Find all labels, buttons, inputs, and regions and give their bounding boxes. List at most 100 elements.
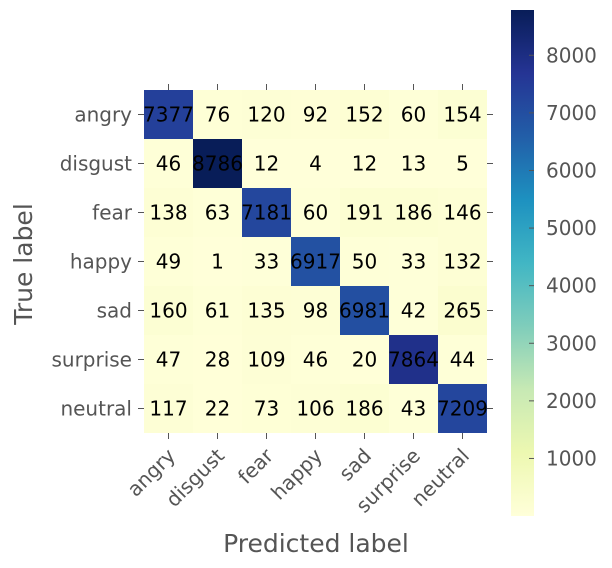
heatmap-cell bbox=[144, 384, 193, 433]
colorbar-tick-label: 5000 bbox=[546, 216, 597, 240]
cell-value-label: 7864 bbox=[388, 348, 439, 372]
cell-value-label: 60 bbox=[401, 103, 426, 127]
x-axis-label: Predicted label bbox=[223, 529, 409, 558]
cell-value-label: 46 bbox=[156, 152, 181, 176]
cell-value-label: 117 bbox=[149, 397, 187, 421]
heatmap-cell bbox=[144, 90, 193, 139]
heatmap-cell bbox=[389, 237, 438, 286]
heatmap-cell bbox=[340, 139, 389, 188]
cell-value-label: 6917 bbox=[290, 250, 341, 274]
y-tick-label: happy bbox=[70, 250, 132, 274]
cell-value-label: 13 bbox=[401, 152, 426, 176]
heatmap-cell bbox=[242, 237, 291, 286]
y-axis-label: True label bbox=[9, 203, 38, 326]
colorbar: 1000 2000 3000 4000 5000 6000 7000 8000 bbox=[511, 10, 597, 516]
y-tick-label: disgust bbox=[60, 152, 132, 176]
cell-value-label: 33 bbox=[401, 250, 426, 274]
cell-value-label: 146 bbox=[443, 201, 481, 225]
cell-value-label: 154 bbox=[443, 103, 481, 127]
cell-value-label: 5 bbox=[456, 152, 469, 176]
heatmap-cell bbox=[438, 139, 487, 188]
cell-value-label: 135 bbox=[247, 299, 285, 323]
heatmap-cell bbox=[291, 384, 340, 433]
cell-value-label: 1 bbox=[211, 250, 224, 274]
heatmap-cell bbox=[291, 237, 340, 286]
heatmap-cell bbox=[291, 286, 340, 335]
x-tick-label: happy bbox=[266, 443, 327, 504]
heatmap-cell bbox=[340, 286, 389, 335]
cell-value-label: 60 bbox=[303, 201, 328, 225]
colorbar-tick-label: 8000 bbox=[546, 43, 597, 67]
cell-value-label: 61 bbox=[205, 299, 230, 323]
heatmap-cell bbox=[193, 139, 242, 188]
heatmap-cell bbox=[242, 90, 291, 139]
heatmap-cell bbox=[340, 237, 389, 286]
heatmap-cell bbox=[193, 188, 242, 237]
cell-value-label: 92 bbox=[303, 103, 328, 127]
heatmap-cell bbox=[438, 188, 487, 237]
heatmap-cell bbox=[438, 384, 487, 433]
heatmap-cell bbox=[340, 188, 389, 237]
heatmap-cell bbox=[291, 139, 340, 188]
colorbar-tick-label: 7000 bbox=[546, 101, 597, 125]
cell-value-label: 106 bbox=[296, 397, 334, 421]
cell-value-label: 265 bbox=[443, 299, 481, 323]
heatmap-cell bbox=[291, 335, 340, 384]
y-tick-label: fear bbox=[92, 201, 133, 225]
cell-value-label: 73 bbox=[254, 397, 279, 421]
heatmap-cell bbox=[242, 384, 291, 433]
heatmap-cell bbox=[144, 335, 193, 384]
heatmap-cell bbox=[438, 237, 487, 286]
heatmap-cell bbox=[389, 90, 438, 139]
cell-value-label: 7181 bbox=[241, 201, 292, 225]
cell-value-label: 22 bbox=[205, 397, 230, 421]
heatmap-cell bbox=[242, 286, 291, 335]
cell-value-label: 7209 bbox=[437, 397, 488, 421]
heatmap-cell bbox=[291, 90, 340, 139]
heatmap-cell bbox=[193, 286, 242, 335]
cell-value-label: 46 bbox=[303, 348, 328, 372]
colorbar-tick-label: 4000 bbox=[546, 274, 597, 298]
cell-value-label: 186 bbox=[345, 397, 383, 421]
cell-value-label: 20 bbox=[352, 348, 377, 372]
y-tick-label: surprise bbox=[51, 348, 132, 372]
heatmap-cell bbox=[193, 237, 242, 286]
heatmap-cell bbox=[193, 384, 242, 433]
x-tick-label: sad bbox=[334, 444, 376, 486]
cell-value-label: 63 bbox=[205, 201, 230, 225]
heatmap-cell bbox=[144, 237, 193, 286]
heatmap-cells bbox=[144, 90, 487, 433]
heatmap-cell bbox=[242, 139, 291, 188]
cell-value-label: 152 bbox=[345, 103, 383, 127]
cell-value-label: 50 bbox=[352, 250, 377, 274]
heatmap-cell bbox=[144, 286, 193, 335]
cell-value-label: 98 bbox=[303, 299, 328, 323]
y-tick-labels: angry disgust fear happy sad surprise neutral bbox=[51, 103, 132, 421]
heatmap-cell bbox=[389, 188, 438, 237]
cell-value-label: 42 bbox=[401, 299, 426, 323]
cell-value-label: 132 bbox=[443, 250, 481, 274]
cell-value-label: 109 bbox=[247, 348, 285, 372]
cell-value-label: 47 bbox=[156, 348, 181, 372]
colorbar-tick-label: 1000 bbox=[546, 446, 597, 470]
y-tick-label: angry bbox=[74, 103, 132, 127]
heatmap-cell bbox=[438, 286, 487, 335]
colorbar-tick-label: 3000 bbox=[546, 331, 597, 355]
colorbar-tick-label: 6000 bbox=[546, 158, 597, 182]
heatmap-cell bbox=[389, 335, 438, 384]
heatmap-cell bbox=[242, 188, 291, 237]
cell-value-label: 76 bbox=[205, 103, 230, 127]
cell-value-label: 4 bbox=[309, 152, 322, 176]
cell-value-label: 12 bbox=[352, 152, 377, 176]
cell-value-label: 28 bbox=[205, 348, 230, 372]
heatmap-cell bbox=[144, 139, 193, 188]
heatmap-cell bbox=[193, 90, 242, 139]
heatmap-cell bbox=[438, 90, 487, 139]
cell-value-label: 6981 bbox=[339, 299, 390, 323]
cell-value-label: 160 bbox=[149, 299, 187, 323]
y-tick-label: neutral bbox=[60, 397, 132, 421]
heatmap-cell bbox=[193, 335, 242, 384]
